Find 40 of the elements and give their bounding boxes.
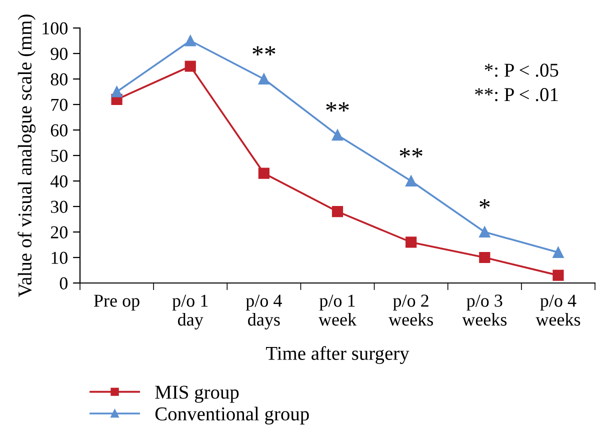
y-tick-label: 30 xyxy=(51,200,68,213)
x-tick-label: p/o 4 weeks xyxy=(536,294,580,326)
point xyxy=(406,236,417,248)
y-tick-label: 0 xyxy=(60,277,68,290)
point xyxy=(406,175,417,187)
x-tick-label: p/o 1 week xyxy=(318,294,357,326)
point xyxy=(111,86,122,98)
legend-label: Conventional group xyxy=(155,406,309,424)
y-tick-label: 90 xyxy=(50,48,68,60)
y-axis-title: Value of visual analogue scale (mm) xyxy=(18,14,36,298)
y-tick-label: 60 xyxy=(50,124,68,136)
point xyxy=(332,130,344,141)
y-tick-label: 40 xyxy=(50,175,68,188)
y-tick-label: 50 xyxy=(51,150,68,162)
point xyxy=(552,270,564,281)
x-tick-label: Pre op xyxy=(94,294,140,310)
x-tick-label: p/o 2 weeks xyxy=(388,294,433,326)
x-tick-label: p/o 1 day xyxy=(172,294,208,330)
point xyxy=(184,60,196,72)
point xyxy=(552,246,564,258)
y-tick-label: 80 xyxy=(50,73,68,86)
point xyxy=(258,73,270,85)
annotation: ** xyxy=(326,102,349,112)
point xyxy=(332,206,344,218)
point xyxy=(184,35,196,46)
x-axis-title: Time after surgery xyxy=(266,346,410,364)
point xyxy=(258,168,270,179)
x-tick-label: p/o 3 weeks xyxy=(462,294,507,326)
point xyxy=(479,226,490,238)
y-tick-label: 10 xyxy=(52,252,68,264)
annotation: ** xyxy=(252,46,276,56)
annotation: *: P < .05 **: P < .01 xyxy=(475,64,558,102)
y-tick-label: 20 xyxy=(50,226,68,238)
annotation: ** xyxy=(400,148,422,158)
legend-label: MIS group xyxy=(155,386,239,403)
annotation: * xyxy=(480,199,490,208)
point xyxy=(479,252,490,264)
y-tick-label: 70 xyxy=(51,98,68,111)
y-tick-label: 100 xyxy=(42,22,68,34)
x-tick-label: p/o 4 days xyxy=(246,294,282,330)
